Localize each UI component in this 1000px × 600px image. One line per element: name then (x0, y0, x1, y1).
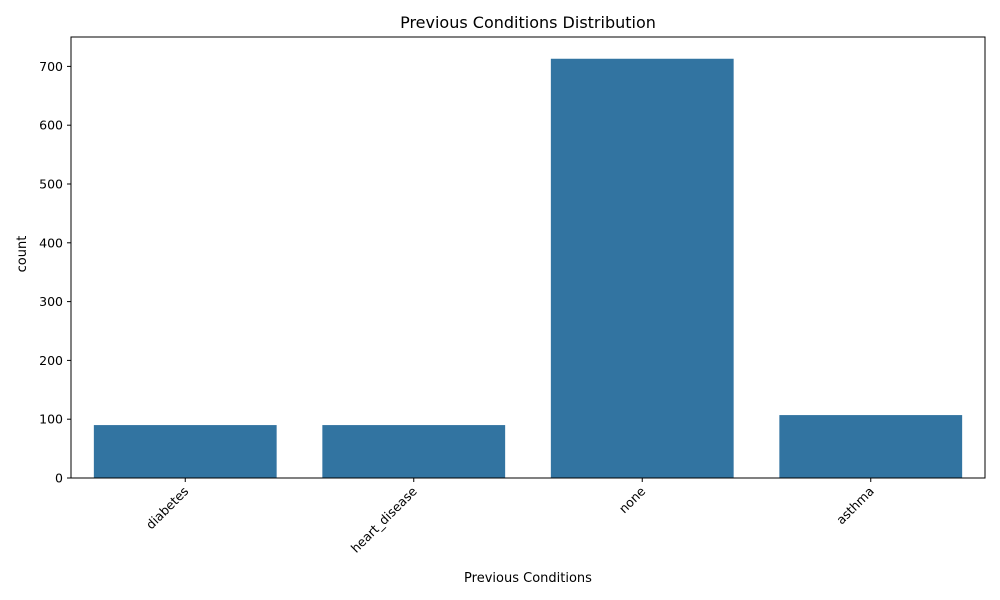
bar-asthma (779, 415, 963, 478)
chart-title: Previous Conditions Distribution (400, 13, 656, 32)
y-tick-label: 200 (39, 353, 63, 368)
x-tick-label: diabetes (143, 484, 192, 533)
plot-frame (70, 36, 986, 479)
y-axis: 0 100 200 300 400 500 600 700 (39, 59, 71, 486)
y-tick-label: 600 (39, 118, 63, 133)
bar-none (550, 58, 734, 478)
bar-heart-disease (322, 425, 506, 478)
x-tick-label: none (616, 483, 649, 516)
y-tick-label: 500 (39, 177, 63, 192)
x-tick-label: asthma (833, 484, 877, 528)
y-tick-label: 100 (39, 412, 63, 427)
y-tick-label: 400 (39, 235, 63, 250)
bars-group (93, 58, 963, 478)
x-axis: diabetes heart_disease none asthma (143, 478, 877, 556)
x-axis-label: Previous Conditions (464, 571, 592, 586)
bar-diabetes (93, 425, 277, 478)
x-tick-label: heart_disease (348, 483, 420, 555)
y-axis-label: count (15, 236, 30, 273)
y-tick-label: 300 (39, 294, 63, 309)
y-tick-label: 700 (39, 59, 63, 74)
y-tick-label: 0 (55, 471, 63, 486)
